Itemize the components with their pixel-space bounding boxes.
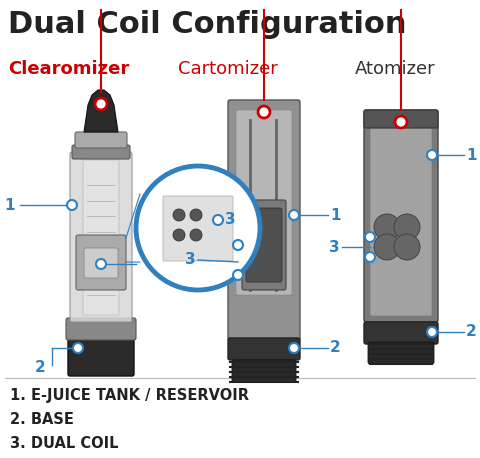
Circle shape: [258, 106, 270, 118]
FancyBboxPatch shape: [370, 116, 432, 316]
FancyBboxPatch shape: [236, 110, 292, 295]
Circle shape: [289, 343, 299, 353]
Text: Dual Coil Configuration: Dual Coil Configuration: [8, 10, 407, 39]
Text: Cartomizer: Cartomizer: [178, 60, 278, 78]
Circle shape: [365, 232, 375, 242]
FancyBboxPatch shape: [68, 338, 134, 376]
FancyBboxPatch shape: [75, 132, 127, 148]
Circle shape: [213, 215, 223, 225]
Circle shape: [427, 150, 437, 160]
Circle shape: [394, 234, 420, 260]
Text: 3. DUAL COIL: 3. DUAL COIL: [10, 436, 119, 451]
Circle shape: [190, 229, 202, 241]
FancyBboxPatch shape: [246, 208, 282, 282]
Polygon shape: [84, 90, 118, 132]
FancyBboxPatch shape: [163, 196, 233, 261]
Text: 1: 1: [4, 197, 15, 213]
Text: 2: 2: [330, 340, 341, 355]
FancyBboxPatch shape: [66, 318, 136, 340]
Circle shape: [395, 116, 407, 128]
FancyBboxPatch shape: [368, 342, 434, 364]
FancyBboxPatch shape: [84, 248, 118, 278]
Circle shape: [365, 252, 375, 262]
Circle shape: [136, 166, 260, 290]
FancyBboxPatch shape: [83, 160, 119, 315]
FancyBboxPatch shape: [228, 338, 300, 360]
Circle shape: [173, 209, 185, 221]
FancyBboxPatch shape: [232, 360, 296, 382]
Text: 1: 1: [330, 207, 340, 223]
FancyBboxPatch shape: [76, 235, 126, 290]
Text: 3: 3: [185, 252, 196, 267]
Text: 3: 3: [329, 240, 340, 255]
Text: 2. BASE: 2. BASE: [10, 412, 74, 427]
Text: 3: 3: [225, 213, 236, 228]
FancyBboxPatch shape: [72, 145, 130, 159]
Circle shape: [427, 327, 437, 337]
FancyBboxPatch shape: [228, 100, 300, 340]
Circle shape: [95, 98, 107, 110]
FancyBboxPatch shape: [364, 110, 438, 322]
FancyBboxPatch shape: [364, 110, 438, 128]
Circle shape: [190, 209, 202, 221]
FancyBboxPatch shape: [70, 152, 132, 322]
Circle shape: [233, 270, 243, 280]
Circle shape: [67, 200, 77, 210]
Text: Atomizer: Atomizer: [355, 60, 436, 78]
Text: 2: 2: [35, 360, 46, 375]
Text: 1: 1: [466, 147, 477, 163]
FancyBboxPatch shape: [242, 200, 286, 290]
Text: 2: 2: [466, 325, 477, 339]
Circle shape: [96, 259, 106, 269]
Circle shape: [374, 214, 400, 240]
Circle shape: [73, 343, 83, 353]
Circle shape: [289, 210, 299, 220]
Circle shape: [173, 229, 185, 241]
Text: Clearomizer: Clearomizer: [8, 60, 129, 78]
Circle shape: [394, 214, 420, 240]
FancyBboxPatch shape: [364, 322, 438, 344]
Circle shape: [233, 240, 243, 250]
Text: 1. E-JUICE TANK / RESERVOIR: 1. E-JUICE TANK / RESERVOIR: [10, 388, 249, 403]
Circle shape: [374, 234, 400, 260]
